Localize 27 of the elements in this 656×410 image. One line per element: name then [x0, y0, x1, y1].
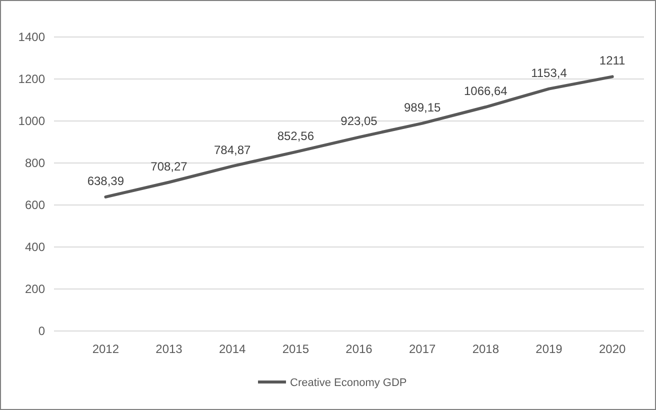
x-tick-label: 2013: [156, 342, 183, 356]
data-label: 1211: [599, 54, 626, 68]
x-tick-label: 2012: [92, 342, 120, 356]
x-tick-label: 2015: [282, 342, 310, 356]
y-tick-label: 800: [24, 156, 46, 170]
x-tick-label: 2016: [346, 342, 373, 356]
data-label: 708,27: [150, 159, 188, 174]
data-label: 1153,4: [531, 66, 568, 80]
x-tick-label: 2019: [536, 342, 563, 356]
y-tick-label: 600: [24, 198, 46, 212]
y-tick-label: 400: [24, 240, 46, 254]
data-label: 989,15: [404, 100, 442, 114]
y-tick-label: 1000: [18, 114, 46, 128]
y-tick-label: 1200: [18, 72, 46, 86]
y-tick-label: 1400: [18, 30, 46, 44]
data-label: 852,56: [277, 128, 314, 143]
x-tick-label: 2017: [408, 342, 436, 356]
x-tick-label: 2014: [218, 342, 246, 356]
x-tick-label: 2018: [472, 342, 500, 356]
data-label: 784,87: [214, 143, 252, 158]
x-tick-label: 2020: [598, 342, 626, 356]
data-label: 638,39: [87, 174, 124, 188]
data-label: 1066,64: [464, 84, 508, 98]
y-tick-label: 200: [24, 282, 46, 296]
data-label: 923,05: [340, 114, 378, 128]
y-tick-label: 0: [38, 324, 46, 338]
legend-label: Creative Economy GDP: [290, 376, 407, 389]
